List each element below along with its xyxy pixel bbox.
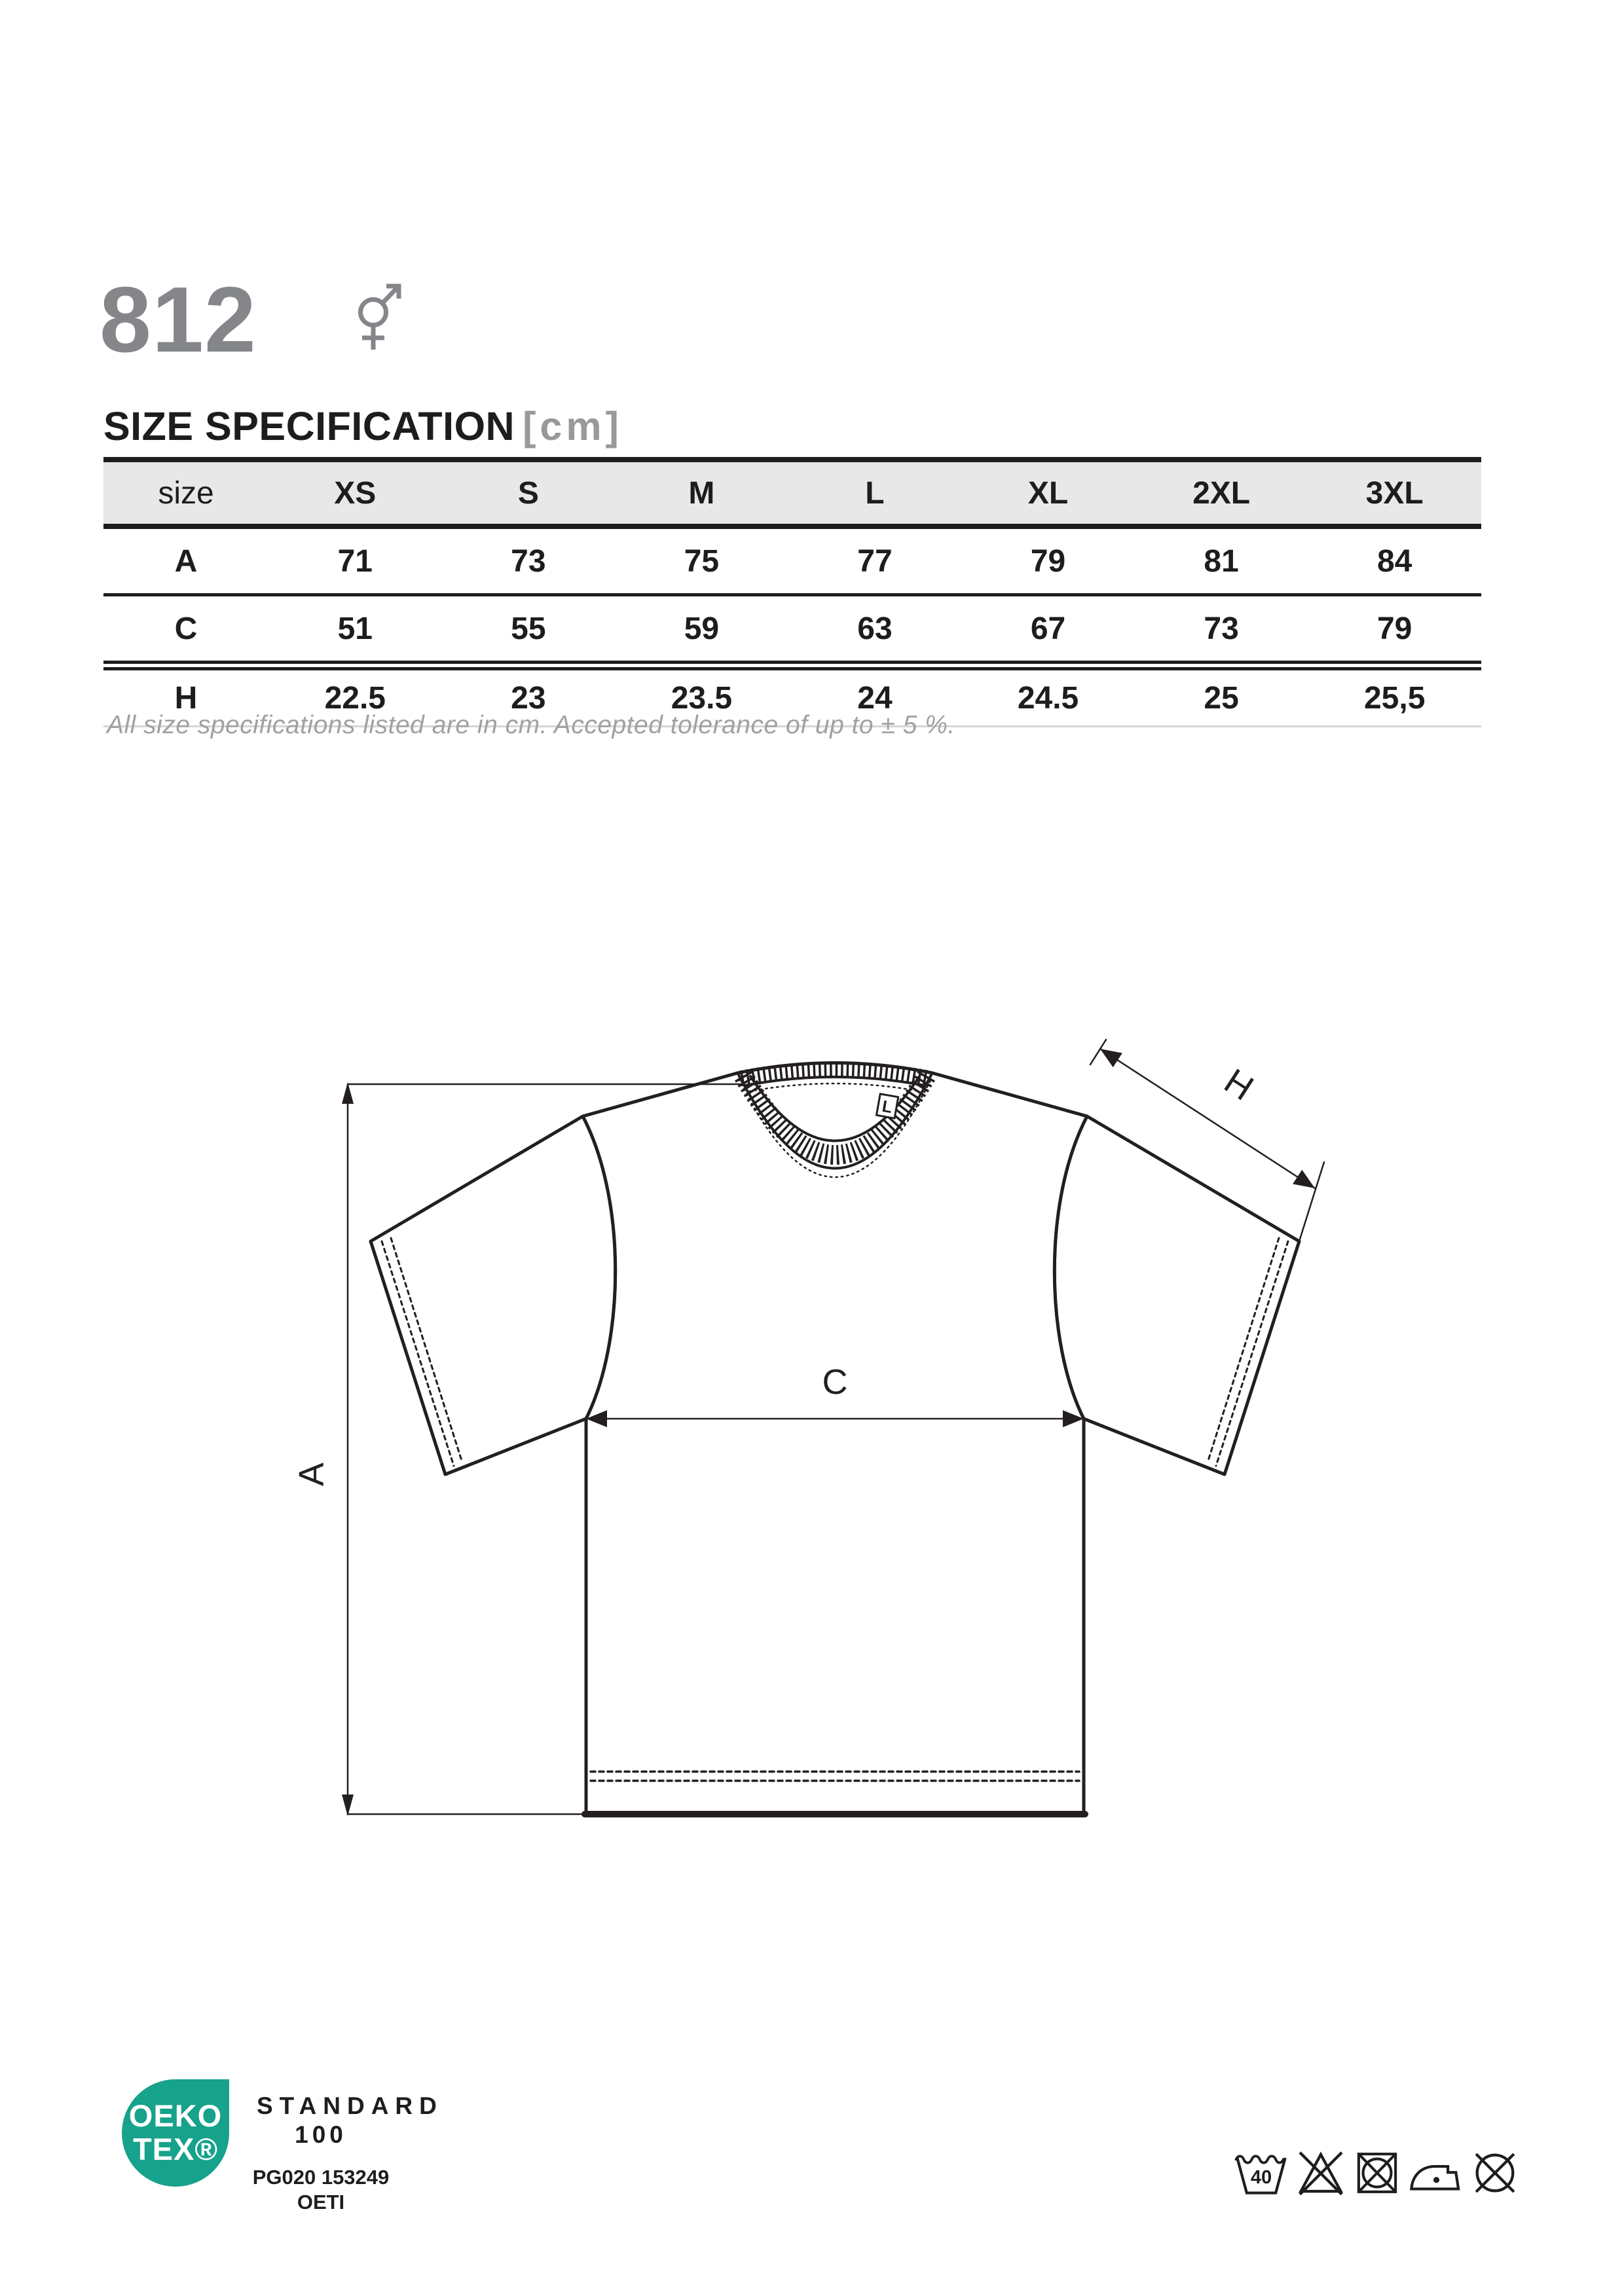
cell-value: 23.5 xyxy=(615,665,788,727)
collar-back-inner-edge xyxy=(744,1076,926,1087)
collar-back-seam-dotted xyxy=(748,1082,922,1093)
table-row-c: C 51 55 59 63 67 73 79 xyxy=(103,594,1481,670)
collar-size-tag: L xyxy=(875,1093,900,1120)
size-table: size XS S M L XL 2XL 3XL A 71 73 75 77 7… xyxy=(103,457,1481,727)
dimension-c xyxy=(586,1410,1084,1427)
collar-front-ribbing xyxy=(735,1070,935,1165)
arrowhead-downright xyxy=(1293,1169,1315,1188)
arrowhead-left xyxy=(586,1410,607,1427)
cell-value: 24 xyxy=(788,665,962,727)
col-header-size: size xyxy=(103,457,268,529)
unisex-arrow-head xyxy=(386,283,401,299)
tshirt-technical-drawing: L A C xyxy=(282,1008,1369,1843)
cell-value: 25 xyxy=(1134,665,1308,727)
do-not-tumble-dry-icon xyxy=(1357,2153,1397,2193)
cell-value: 84 xyxy=(1308,526,1481,596)
iron-one-dot-icon xyxy=(1410,2164,1460,2191)
do-not-dry-clean-icon xyxy=(1475,2153,1515,2193)
dimension-h-extension-right xyxy=(1298,1161,1325,1243)
page-title-unit: [cm] xyxy=(523,404,623,448)
right-cuff-stitching xyxy=(1206,1237,1280,1464)
tshirt-left-sleeve xyxy=(369,1114,618,1476)
oeko-tex-certification: OEKO TEX® STANDARD 100 PG020 153249 OETI xyxy=(122,2079,443,2214)
oeko-tex-logo-line1: OEKO xyxy=(128,2098,223,2134)
dimension-h-label: H xyxy=(1217,1061,1260,1108)
dimension-a xyxy=(342,1082,741,1816)
collar-front-seam-dotted xyxy=(737,1078,932,1178)
col-header-3xl: 3XL xyxy=(1308,457,1481,529)
cell-value: 24.5 xyxy=(961,665,1135,727)
oeko-standard-label: STANDARD xyxy=(257,2092,443,2119)
collar-front-outer-edge xyxy=(737,1072,933,1170)
oeko-standard-number: 100 xyxy=(295,2121,347,2148)
dimension-c-label: C xyxy=(822,1362,848,1402)
col-header-xl: XL xyxy=(961,457,1135,529)
cell-value: 59 xyxy=(615,594,788,670)
unisex-icon xyxy=(356,280,404,359)
cell-value: 79 xyxy=(1308,594,1481,670)
oeko-institute: OETI xyxy=(297,2191,345,2214)
col-header-s: S xyxy=(441,457,616,529)
oeko-tex-logo-line2: TEX® xyxy=(132,2132,219,2166)
tolerance-note: All size specifications listed are in cm… xyxy=(107,711,955,739)
size-table-header-row: size XS S M L XL 2XL 3XL xyxy=(103,457,1481,529)
unisex-circle xyxy=(358,297,388,327)
dimension-h-line xyxy=(1099,1048,1316,1190)
cell-value: 63 xyxy=(788,594,962,670)
cell-value: 25,5 xyxy=(1308,665,1481,727)
col-header-l: L xyxy=(788,457,962,529)
cell-value: 75 xyxy=(615,526,788,596)
table-row-a: A 71 73 75 77 79 81 84 xyxy=(103,526,1481,596)
do-not-bleach-icon xyxy=(1298,2151,1344,2196)
cell-value: 23 xyxy=(441,665,616,727)
row-label: C xyxy=(103,594,268,670)
left-cuff-stitching xyxy=(390,1237,464,1464)
left-cuff-stitching xyxy=(380,1240,455,1467)
cell-value: 22.5 xyxy=(268,665,442,727)
dimension-h-tick-left xyxy=(1089,1038,1107,1066)
row-label: H xyxy=(103,665,268,727)
tshirt-body xyxy=(581,1061,1089,1816)
cell-value: 67 xyxy=(961,594,1135,670)
col-header-2xl: 2XL xyxy=(1134,457,1308,529)
oeko-tex-logo: OEKO TEX® xyxy=(122,2079,229,2187)
cell-value: 51 xyxy=(268,594,442,670)
cell-value: 81 xyxy=(1134,526,1308,596)
care-symbols: 40 xyxy=(1234,2147,1521,2198)
col-header-xs: XS xyxy=(268,457,442,529)
page-title: SIZE SPECIFICATION [cm] xyxy=(103,403,623,449)
arrowhead-upleft xyxy=(1100,1049,1122,1068)
dimension-a-label: A xyxy=(292,1463,331,1486)
dimension-h xyxy=(1089,1038,1325,1243)
row-label: A xyxy=(103,526,268,596)
cell-value: 55 xyxy=(441,594,616,670)
arrowhead-down xyxy=(342,1795,354,1816)
col-header-m: M xyxy=(615,457,788,529)
tshirt-right-sleeve xyxy=(1052,1114,1301,1476)
right-cuff-stitching xyxy=(1215,1240,1289,1467)
cell-value: 71 xyxy=(268,526,442,596)
cell-value: 77 xyxy=(788,526,962,596)
oeko-tex-details: STANDARD 100 PG020 153249 OETI xyxy=(250,2079,443,2214)
wash-40-icon: 40 xyxy=(1234,2155,1287,2195)
product-code: 812 xyxy=(100,268,257,372)
oeko-cert-number: PG020 153249 xyxy=(252,2166,390,2189)
collar-size-tag-label: L xyxy=(881,1097,894,1117)
table-row-h: H 22.5 23 23.5 24 24.5 25 25,5 xyxy=(103,665,1481,727)
arrowhead-right xyxy=(1063,1410,1084,1427)
page-title-text: SIZE SPECIFICATION xyxy=(103,404,515,448)
wash-temperature: 40 xyxy=(1251,2167,1272,2188)
cell-value: 73 xyxy=(441,526,616,596)
unisex-arrow-shaft xyxy=(380,286,399,305)
cell-value: 79 xyxy=(961,526,1135,596)
cell-value: 73 xyxy=(1134,594,1308,670)
arrowhead-up xyxy=(342,1082,354,1104)
